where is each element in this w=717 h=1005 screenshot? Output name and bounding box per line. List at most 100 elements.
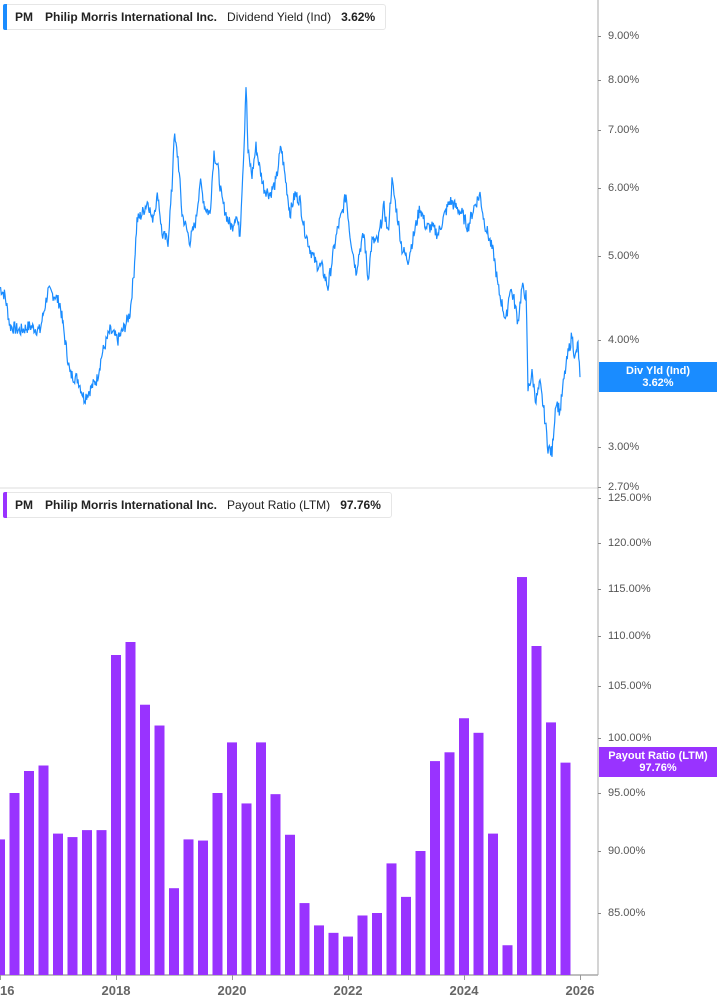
- x-tick-label: 2024: [449, 983, 479, 998]
- y-tick-label: 90.00%: [608, 845, 646, 857]
- y-tick-mark: [598, 130, 601, 131]
- payout-bar[interactable]: [9, 793, 20, 975]
- payout-bar[interactable]: [401, 896, 411, 975]
- payout-bar[interactable]: [459, 718, 469, 975]
- payout-bar[interactable]: [212, 793, 223, 975]
- payout-bar[interactable]: [154, 725, 165, 975]
- y-tick-mark: [598, 686, 601, 687]
- x-tick-mark: [0, 975, 1, 980]
- badge-value: 3.62%: [642, 377, 674, 389]
- payout-bar[interactable]: [96, 830, 107, 975]
- payout-bar[interactable]: [169, 888, 179, 975]
- metric-value: 97.76%: [340, 498, 381, 512]
- payout-bar[interactable]: [53, 833, 63, 975]
- y-tick-label: 100.00%: [608, 732, 652, 744]
- payout-bar[interactable]: [285, 834, 295, 975]
- x-tick-mark: [116, 975, 117, 980]
- y-tick-label: 3.00%: [608, 441, 640, 453]
- badge-label: Div Yld (Ind): [626, 365, 690, 377]
- payout-bar[interactable]: [546, 722, 556, 975]
- y-tick-mark: [598, 913, 601, 914]
- payout-bar[interactable]: [227, 742, 237, 975]
- y-tick-label: 120.00%: [608, 537, 652, 549]
- payout-ratio-last-value-badge: Payout Ratio (LTM) 97.76%: [599, 747, 717, 777]
- x-tick-label: 2022: [333, 983, 363, 998]
- x-tick-mark: [348, 975, 349, 980]
- badge-value: 97.76%: [639, 762, 677, 774]
- metric-name: Payout Ratio (LTM): [227, 498, 331, 512]
- dividend-yield-legend[interactable]: PM Philip Morris International Inc. Divi…: [3, 4, 387, 30]
- y-tick-label: 115.00%: [608, 583, 651, 595]
- y-tick-label: 85.00%: [608, 907, 646, 919]
- y-tick-mark: [598, 851, 601, 852]
- metric-value: 3.62%: [341, 10, 376, 24]
- payout-bar[interactable]: [444, 752, 455, 975]
- payout-bar[interactable]: [111, 655, 121, 975]
- metric-name: Dividend Yield (Ind): [227, 10, 332, 24]
- x-tick-mark: [580, 975, 581, 980]
- payout-bar[interactable]: [183, 839, 194, 975]
- payout-bar[interactable]: [140, 704, 150, 975]
- ticker-label: PM: [15, 10, 33, 24]
- y-tick-mark: [598, 487, 601, 488]
- payout-bar[interactable]: [430, 761, 440, 975]
- payout-bar[interactable]: [488, 833, 498, 975]
- payout-bar[interactable]: [473, 732, 484, 975]
- payout-bar[interactable]: [67, 837, 78, 975]
- payout-bar[interactable]: [314, 925, 324, 975]
- payout-ratio-bars: [0, 577, 571, 975]
- x-tick-label: 2016: [0, 983, 15, 998]
- company-name: Philip Morris International Inc.: [45, 498, 218, 512]
- payout-bar[interactable]: [270, 794, 281, 975]
- series-color-swatch: [3, 4, 7, 30]
- payout-bar[interactable]: [198, 840, 208, 975]
- ticker-label: PM: [15, 498, 33, 512]
- payout-bar[interactable]: [560, 762, 571, 975]
- y-tick-label: 110.00%: [608, 630, 651, 642]
- payout-bar[interactable]: [38, 765, 49, 976]
- y-tick-mark: [598, 188, 601, 189]
- payout-bar[interactable]: [343, 936, 353, 975]
- company-name: Philip Morris International Inc.: [45, 10, 218, 24]
- payout-bar[interactable]: [386, 863, 397, 975]
- x-tick-mark: [232, 975, 233, 980]
- y-tick-mark: [598, 543, 601, 544]
- payout-bar[interactable]: [299, 903, 310, 975]
- x-tick-label: 2018: [101, 983, 131, 998]
- y-tick-mark: [598, 256, 601, 257]
- y-tick-mark: [598, 447, 601, 448]
- payout-bar[interactable]: [357, 915, 368, 975]
- series-color-swatch: [3, 492, 7, 518]
- y-tick-mark: [598, 340, 601, 341]
- payout-bar[interactable]: [82, 830, 92, 975]
- y-tick-label: 9.00%: [608, 30, 640, 42]
- payout-bar[interactable]: [517, 577, 527, 975]
- payout-bar[interactable]: [0, 839, 5, 975]
- payout-bar[interactable]: [415, 851, 426, 975]
- y-tick-label: 2.70%: [608, 481, 640, 493]
- badge-label: Payout Ratio (LTM): [608, 750, 708, 762]
- y-tick-mark: [598, 636, 601, 637]
- payout-bar[interactable]: [125, 642, 136, 975]
- y-tick-label: 6.00%: [608, 182, 640, 194]
- payout-bar[interactable]: [531, 646, 542, 975]
- y-tick-mark: [598, 738, 601, 739]
- y-tick-mark: [598, 498, 601, 499]
- payout-bar[interactable]: [241, 803, 252, 975]
- payout-bar[interactable]: [256, 742, 266, 975]
- x-tick-mark: [464, 975, 465, 980]
- y-tick-mark: [598, 36, 601, 37]
- y-tick-label: 4.00%: [608, 334, 640, 346]
- payout-bar[interactable]: [24, 771, 34, 975]
- dividend-yield-last-value-badge: Div Yld (Ind) 3.62%: [599, 362, 717, 392]
- y-tick-label: 5.00%: [608, 250, 640, 262]
- payout-ratio-legend[interactable]: PM Philip Morris International Inc. Payo…: [3, 492, 392, 518]
- y-tick-label: 105.00%: [608, 680, 652, 692]
- payout-bar[interactable]: [328, 932, 339, 975]
- dividend-yield-line: [0, 87, 581, 457]
- payout-bar[interactable]: [372, 913, 382, 975]
- y-tick-mark: [598, 589, 601, 590]
- y-tick-mark: [598, 793, 601, 794]
- payout-bar[interactable]: [502, 945, 513, 975]
